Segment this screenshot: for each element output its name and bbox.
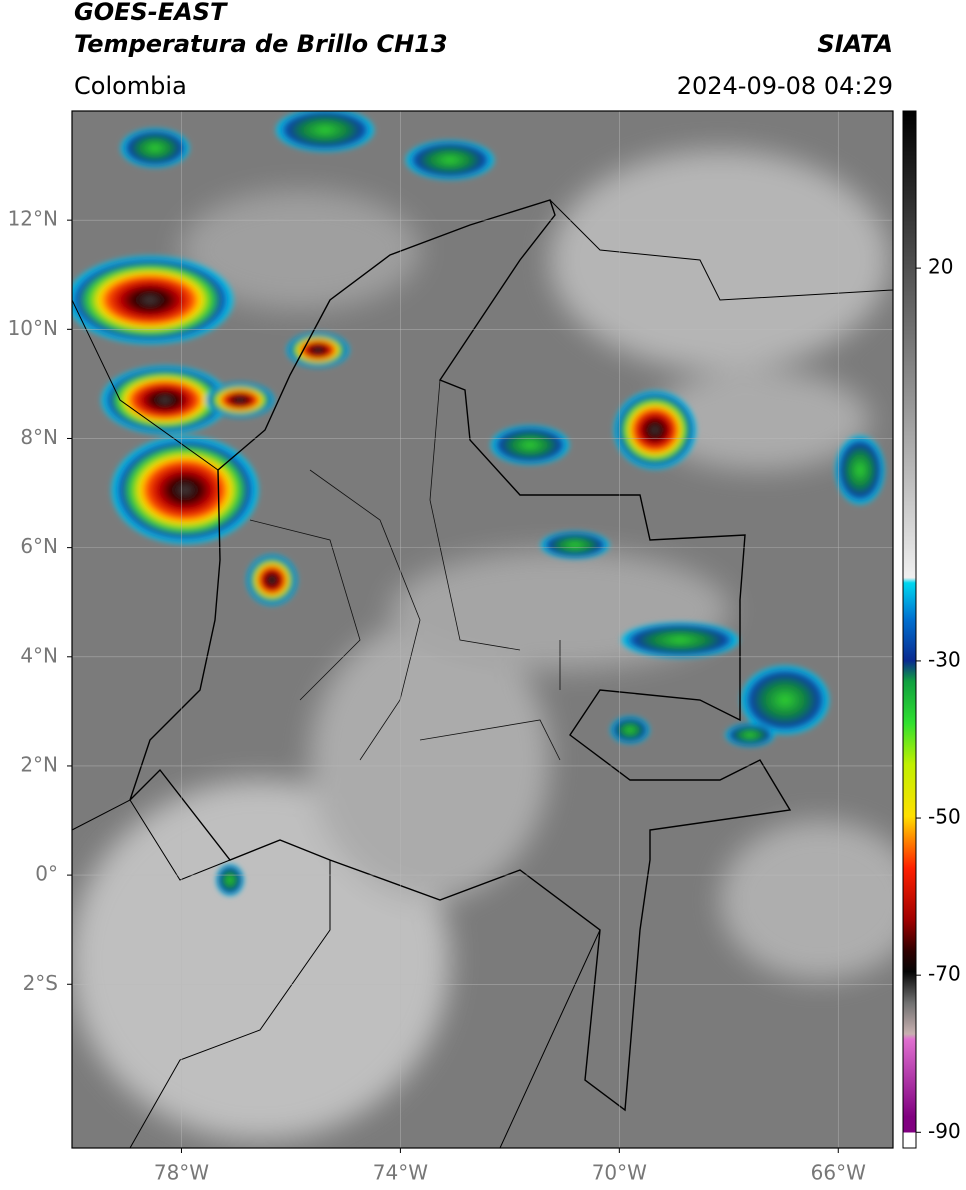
colorbar-tick-label: 20 [928, 255, 953, 279]
timestamp: 2024-09-08 04:29 [677, 72, 893, 100]
region: Colombia [74, 72, 187, 100]
satellite-image [72, 111, 893, 1148]
y-tick-label: 10°N [8, 316, 58, 340]
colorbar [902, 110, 917, 1149]
y-tick-label: 8°N [20, 425, 58, 449]
y-tick-label: 6°N [20, 534, 58, 558]
subtitle: Temperatura de Brillo CH13 [74, 30, 448, 58]
source: SIATA [817, 30, 893, 58]
x-tick-label: 74°W [373, 1161, 428, 1185]
x-tick-label: 78°W [154, 1161, 209, 1185]
title: GOES-EAST [74, 0, 228, 26]
map-frame [71, 110, 894, 1149]
colorbar-tick-label: -90 [928, 1119, 961, 1143]
x-tick-label: 70°W [592, 1161, 647, 1185]
y-tick-label: 0° [35, 862, 58, 886]
y-tick-label: 2°N [20, 752, 58, 776]
x-tick-label: 66°W [811, 1161, 866, 1185]
colorbar-tick-label: -50 [928, 805, 961, 829]
colorbar-tick-label: -70 [928, 962, 961, 986]
colorbar-tick-label: -30 [928, 647, 961, 671]
y-tick-label: 4°N [20, 643, 58, 667]
y-tick-label: 12°N [8, 207, 58, 231]
y-tick-label: 2°S [23, 971, 58, 995]
